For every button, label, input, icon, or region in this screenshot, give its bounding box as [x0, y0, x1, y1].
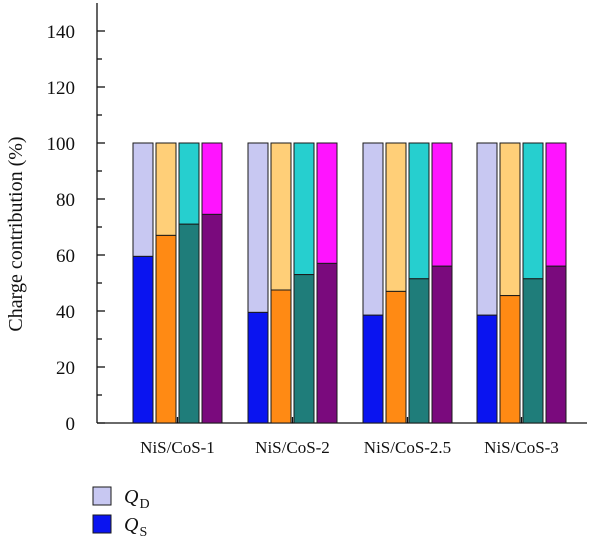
bar-qs [293, 274, 315, 424]
legend-swatch [92, 514, 112, 534]
bar-qd [293, 142, 315, 276]
bar-qs [385, 290, 407, 424]
bar-qs [408, 278, 430, 424]
legend-entry-label: QS [124, 514, 147, 540]
x-category-label: NiS/CoS-2 [255, 438, 330, 457]
x-category-label: NiS/CoS-1 [140, 438, 215, 457]
bar-group [247, 142, 338, 424]
bar-qs [247, 311, 269, 424]
bar-qs [201, 213, 223, 424]
bar-qs [545, 265, 567, 424]
y-tick-label: 120 [47, 78, 76, 99]
bar-qd [178, 142, 200, 225]
bar-qd [476, 142, 498, 316]
bar-qs [499, 295, 521, 424]
bar-qd [201, 142, 223, 215]
y-tick-label: 140 [47, 22, 76, 43]
bar-qs [522, 278, 544, 424]
bar-qs [316, 262, 338, 424]
plot-area: 0 20 40 60 80 100 120 140 NiS/CoS-1 NiS/CoS-2 NiS/… [47, 3, 587, 457]
x-category-label: NiS/CoS-2.5 [364, 438, 451, 457]
y-tick-label: 100 [47, 134, 76, 155]
bar-qd [545, 142, 567, 267]
bar-qd [431, 142, 453, 267]
bar-qd [316, 142, 338, 264]
bar-qd [385, 142, 407, 292]
x-category-label: NiS/CoS-3 [484, 438, 559, 457]
bar-qd [247, 142, 269, 313]
bar-qs [431, 265, 453, 424]
legend-entry-label: QD [124, 486, 150, 512]
bar-qd [362, 142, 384, 316]
bar-group [476, 142, 567, 424]
bar-qs [270, 289, 292, 424]
bar-qs [155, 234, 177, 424]
y-axis-label: Charge contribution (%) [5, 136, 27, 331]
bar-qd [270, 142, 292, 291]
bar-qd [155, 142, 177, 236]
bar-qd [132, 142, 154, 257]
y-tick-label: 80 [56, 190, 75, 211]
legend-swatch [92, 486, 112, 506]
bar-qs [362, 314, 384, 424]
bar-group [362, 142, 453, 424]
y-tick-label: 20 [56, 358, 75, 379]
y-tick-label: 40 [56, 302, 75, 323]
bar-qs [132, 255, 154, 424]
bar-qd [499, 142, 521, 297]
y-tick-label: 0 [66, 414, 76, 435]
bar-group [132, 142, 223, 424]
bar-qd [408, 142, 430, 280]
bar-qs [178, 223, 200, 424]
bar-qs [476, 314, 498, 424]
bar-qd [522, 142, 544, 280]
y-tick-label: 60 [56, 246, 75, 267]
